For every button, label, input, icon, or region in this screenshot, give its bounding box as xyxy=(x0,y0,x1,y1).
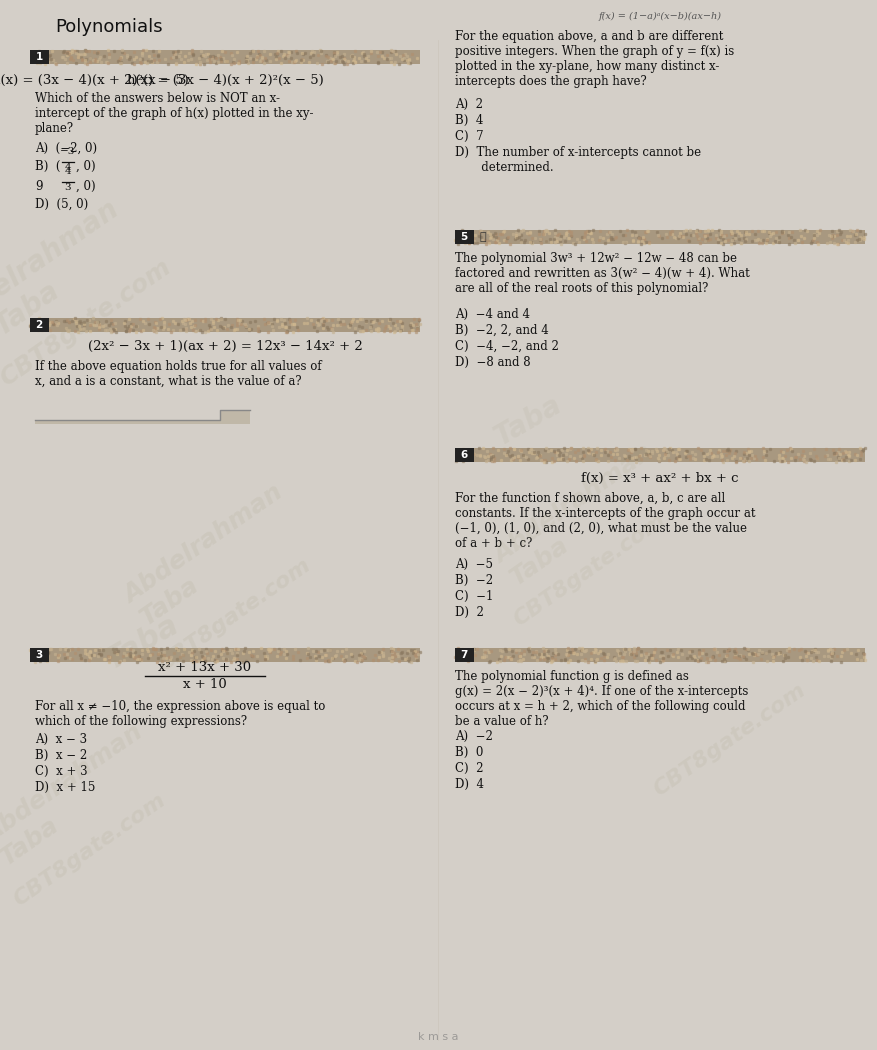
Bar xyxy=(30,318,420,332)
Text: 9: 9 xyxy=(35,180,42,193)
Text: D)  4: D) 4 xyxy=(455,778,484,791)
FancyBboxPatch shape xyxy=(30,317,48,332)
Bar xyxy=(30,50,420,64)
Text: D)  (5, 0): D) (5, 0) xyxy=(35,198,89,211)
Text: f(x) = (1−a)ᵃ(x−b)(ax−h): f(x) = (1−a)ᵃ(x−b)(ax−h) xyxy=(598,12,722,21)
FancyBboxPatch shape xyxy=(30,49,48,63)
Text: C)  −1: C) −1 xyxy=(455,590,494,603)
Text: C)  7: C) 7 xyxy=(455,130,483,143)
Text: 3: 3 xyxy=(65,183,71,192)
Text: Taba: Taba xyxy=(490,390,567,450)
Bar xyxy=(455,448,865,462)
Text: 7: 7 xyxy=(460,650,467,659)
Text: B)  x − 2: B) x − 2 xyxy=(35,749,87,762)
Text: A)  2: A) 2 xyxy=(455,98,483,111)
Text: A)  x − 3: A) x − 3 xyxy=(35,733,87,746)
Text: h(x) = (3x − 4)(x + 2)²(x − 5): h(x) = (3x − 4)(x + 2)²(x − 5) xyxy=(126,74,324,87)
Text: A)  −5: A) −5 xyxy=(455,558,493,571)
FancyBboxPatch shape xyxy=(454,230,474,244)
Text: h(x) = (3x − 4)(x + 2)²(x − 5): h(x) = (3x − 4)(x + 2)²(x − 5) xyxy=(0,74,189,87)
Text: D)  The number of x-intercepts cannot be
       determined.: D) The number of x-intercepts cannot be … xyxy=(455,146,701,174)
Text: ⌛: ⌛ xyxy=(479,232,486,242)
Text: For all x ≠ −10, the expression above is equal to
which of the following express: For all x ≠ −10, the expression above is… xyxy=(35,700,325,728)
Text: CBT8gate.com: CBT8gate.com xyxy=(650,680,809,800)
Text: (2x² − 3x + 1)(ax + 2) = 12x³ − 14x² + 2: (2x² − 3x + 1)(ax + 2) = 12x³ − 14x² + 2 xyxy=(88,340,362,353)
Text: D)  2: D) 2 xyxy=(455,606,484,619)
Text: D)  x + 15: D) x + 15 xyxy=(35,781,96,794)
Text: B)  4: B) 4 xyxy=(455,114,483,127)
Text: Which of the answers below is NOT an x-
intercept of the graph of h(x) plotted i: Which of the answers below is NOT an x- … xyxy=(35,92,313,135)
Text: Abdelrahman
Taba: Abdelrahman Taba xyxy=(120,480,304,630)
Bar xyxy=(455,648,865,662)
Text: 3: 3 xyxy=(35,650,43,659)
Text: For the function f shown above, a, b, c are all
constants. If the x-intercepts o: For the function f shown above, a, b, c … xyxy=(455,492,755,550)
Text: If the above equation holds true for all values of
x, and a is a constant, what : If the above equation holds true for all… xyxy=(35,360,322,388)
Text: C)  −4, −2, and 2: C) −4, −2, and 2 xyxy=(455,340,559,353)
Text: For the equation above, a and b are different
positive integers. When the graph : For the equation above, a and b are diff… xyxy=(455,30,734,88)
Text: 5: 5 xyxy=(460,231,467,242)
Text: CBT8gate.com: CBT8gate.com xyxy=(510,510,669,630)
Text: CBT8gate.com: CBT8gate.com xyxy=(0,255,175,391)
Text: Taba: Taba xyxy=(100,610,184,675)
Text: CBT8gate.com: CBT8gate.com xyxy=(155,555,315,675)
Text: D)  −8 and 8: D) −8 and 8 xyxy=(455,356,531,369)
Text: delrahman
Taba: delrahman Taba xyxy=(0,195,142,340)
Bar xyxy=(455,230,865,244)
Text: B)  0: B) 0 xyxy=(455,746,483,759)
Text: k m s a: k m s a xyxy=(417,1032,459,1042)
FancyBboxPatch shape xyxy=(454,447,474,462)
FancyBboxPatch shape xyxy=(454,648,474,662)
Text: 4: 4 xyxy=(65,167,71,176)
Text: x + 10: x + 10 xyxy=(183,678,227,691)
Polygon shape xyxy=(35,410,250,424)
Text: A)  −4 and 4: A) −4 and 4 xyxy=(455,308,530,321)
Text: 4: 4 xyxy=(65,163,71,172)
Text: A)  (−2, 0): A) (−2, 0) xyxy=(35,142,97,155)
Text: The polynomial 3w³ + 12w² − 12w − 48 can be
factored and rewritten as 3(w² − 4)(: The polynomial 3w³ + 12w² − 12w − 48 can… xyxy=(455,252,750,295)
Text: 1: 1 xyxy=(35,51,43,62)
Text: Polynomials: Polynomials xyxy=(55,18,162,36)
Text: B)  −2: B) −2 xyxy=(455,574,493,587)
Text: Abdelrahman
Taba: Abdelrahman Taba xyxy=(490,440,674,590)
Text: f(x) = x³ + ax² + bx + c: f(x) = x³ + ax² + bx + c xyxy=(581,472,738,485)
Text: 6: 6 xyxy=(460,449,467,460)
Text: CBT8gate.com: CBT8gate.com xyxy=(10,790,169,910)
Text: Abdelrahman
Taba: Abdelrahman Taba xyxy=(0,720,164,870)
Text: The polynomial function g is defined as
g(x) = 2(x − 2)³(x + 4)⁴. If one of the : The polynomial function g is defined as … xyxy=(455,670,748,728)
Text: x² + 13x + 30: x² + 13x + 30 xyxy=(159,662,252,674)
Text: , 0): , 0) xyxy=(76,180,96,193)
Text: −3: −3 xyxy=(61,147,75,156)
Text: , 0): , 0) xyxy=(76,160,96,173)
Text: 2: 2 xyxy=(35,319,43,330)
Text: C)  2: C) 2 xyxy=(455,762,483,775)
Bar xyxy=(30,648,420,662)
FancyBboxPatch shape xyxy=(30,648,48,662)
Text: A)  −2: A) −2 xyxy=(455,730,493,743)
Text: B)  (: B) ( xyxy=(35,160,61,173)
Text: C)  x + 3: C) x + 3 xyxy=(35,765,88,778)
Text: B)  −2, 2, and 4: B) −2, 2, and 4 xyxy=(455,324,549,337)
